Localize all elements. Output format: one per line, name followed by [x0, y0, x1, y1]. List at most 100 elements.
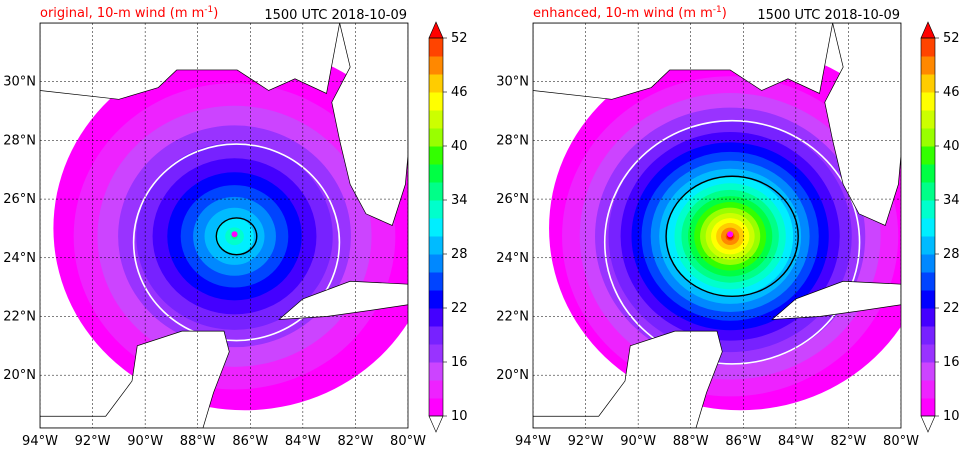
colorbar-segment	[921, 380, 935, 399]
colorbar-segment	[921, 326, 935, 345]
colorbar-segment	[429, 56, 443, 75]
colorbar-segment	[429, 92, 443, 111]
y-tick-label: 30°N	[3, 75, 36, 90]
panel-original: original, 10-m wind (m m-1) 1500 UTC 201…	[3, 5, 467, 449]
map-frame	[532, 22, 902, 429]
panel-title-left: enhanced, 10-m wind (m m-1)	[533, 5, 727, 21]
x-tick-label: 84°W	[285, 434, 321, 449]
colorbar-segment	[921, 146, 935, 165]
storm-eye	[231, 231, 238, 238]
colorbar-segment	[429, 326, 443, 345]
colorbar-tick-label: 10	[943, 409, 960, 424]
colorbar-tick-label: 22	[943, 301, 960, 316]
colorbar-segment	[921, 110, 935, 129]
colorbar-segment	[921, 272, 935, 291]
colorbar-segment	[921, 308, 935, 327]
colorbar-segment	[429, 38, 443, 57]
y-axis-ticks: 30°N 28°N 26°N 24°N 22°N 20°N	[496, 75, 529, 383]
colorbar-segment	[921, 128, 935, 147]
colorbar-segment	[921, 398, 935, 417]
colorbar-tick-label: 34	[451, 193, 468, 208]
wind-field	[53, 46, 408, 411]
colorbar-segment	[921, 362, 935, 381]
colorbar-tick-label: 52	[451, 31, 468, 46]
colorbar: 10 16 22 28 34 40 46 52	[428, 21, 468, 433]
x-tick-label: 92°W	[568, 434, 604, 449]
grid-lines	[533, 23, 901, 428]
colorbar-segment	[921, 218, 935, 237]
x-tick-label: 90°W	[127, 434, 163, 449]
x-tick-label: 94°W	[22, 434, 58, 449]
colorbar-segment	[921, 38, 935, 57]
y-axis-ticks: 30°N 28°N 26°N 24°N 22°N 20°N	[3, 75, 36, 383]
y-tick-label: 20°N	[3, 368, 36, 383]
colorbar-tick-label: 40	[451, 139, 468, 154]
colorbar-segment	[429, 110, 443, 129]
wind-contours	[603, 119, 861, 365]
colorbar-segment	[921, 200, 935, 219]
florida	[331, 23, 408, 226]
colorbar-tick-label: 46	[451, 85, 468, 100]
x-axis-ticks: 94°W 92°W 90°W 88°W 86°W 84°W 82°W 80°W	[515, 434, 919, 449]
storm-eye	[727, 231, 734, 238]
colorbar-tick-label: 10	[451, 409, 468, 424]
y-tick-label: 26°N	[496, 192, 529, 207]
y-tick-label: 22°N	[3, 309, 36, 324]
x-tick-label: 88°W	[673, 434, 709, 449]
y-tick-label: 20°N	[496, 368, 529, 383]
colorbar-segment	[429, 380, 443, 399]
colorbar-segment	[429, 146, 443, 165]
colorbar-segment	[921, 92, 935, 111]
yucatan	[40, 330, 230, 428]
colorbar-segment	[921, 182, 935, 201]
contour-white	[132, 143, 341, 342]
x-tick-label: 80°W	[390, 434, 426, 449]
florida	[824, 23, 901, 226]
colorbar-tick-label: 52	[943, 31, 960, 46]
coastline	[533, 23, 901, 428]
colorbar-segment	[429, 272, 443, 291]
panel-enhanced: enhanced, 10-m wind (m m-1) 1500 UTC 201…	[496, 5, 959, 449]
colorbar-tick-label: 46	[943, 85, 960, 100]
wind-contours	[132, 143, 341, 342]
map-area	[40, 23, 408, 428]
grid-lines	[40, 23, 408, 428]
colorbar-segment	[921, 236, 935, 255]
colorbar-segment	[429, 290, 443, 309]
colorbar-segment	[429, 74, 443, 93]
colorbar-tick-label: 34	[943, 193, 960, 208]
colorbar-tick-label: 16	[451, 355, 468, 370]
panel-title-left: original, 10-m wind (m m-1)	[40, 5, 218, 21]
x-tick-label: 88°W	[180, 434, 216, 449]
contour-black	[665, 175, 799, 298]
colorbar-segment	[429, 344, 443, 363]
x-tick-label: 92°W	[75, 434, 111, 449]
x-tick-label: 86°W	[725, 434, 761, 449]
colorbar-segment	[921, 164, 935, 183]
y-tick-label: 24°N	[496, 251, 529, 266]
colorbar-segment	[429, 236, 443, 255]
colorbar-extend-top	[920, 21, 936, 39]
colorbar-extend-top	[428, 21, 444, 39]
colorbar-segment	[429, 398, 443, 417]
cuba	[771, 280, 901, 320]
colorbar-segment	[429, 128, 443, 147]
x-tick-label: 82°W	[830, 434, 866, 449]
y-tick-label: 30°N	[496, 75, 529, 90]
colorbar-segment	[429, 218, 443, 237]
colorbar-segment	[921, 344, 935, 363]
colorbar-extend-bottom	[428, 415, 444, 433]
contour-black	[215, 217, 258, 256]
x-tick-label: 90°W	[620, 434, 656, 449]
x-tick-label: 84°W	[778, 434, 814, 449]
y-tick-label: 22°N	[496, 309, 529, 324]
colorbar-segment	[921, 290, 935, 309]
yucatan	[533, 330, 723, 428]
colorbar-tick-label: 28	[943, 247, 960, 262]
map-frame	[39, 22, 409, 429]
colorbar-segment	[429, 254, 443, 273]
colorbar-tick-label: 28	[451, 247, 468, 262]
colorbar-extend-bottom	[920, 415, 936, 433]
